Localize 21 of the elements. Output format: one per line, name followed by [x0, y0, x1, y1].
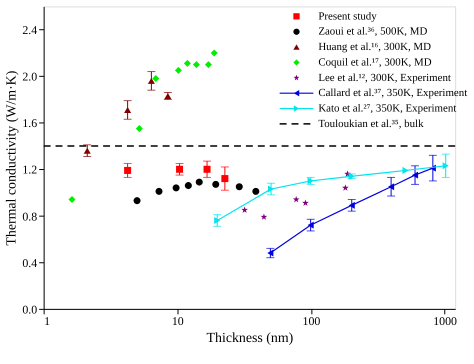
- y-tick-label: 0.8: [22, 209, 38, 224]
- y-tick-label: 2.0: [22, 70, 38, 84]
- x-tick-label: 100: [302, 314, 320, 328]
- legend-label: Zaoui et al.³⁶, 500K, MD: [318, 26, 428, 38]
- legend-label: Lee et al.¹², 300K, Experiment: [318, 72, 451, 84]
- x-axis-title: Thickness (nm): [206, 331, 294, 346]
- y-axis-title: Thermal conductivity (W/m·K): [4, 70, 20, 246]
- y-tick-label: 2.4: [22, 23, 38, 38]
- legend-label: Touloukian et al.³⁵, bulk: [318, 118, 424, 130]
- y-tick-label: 1.6: [22, 116, 38, 130]
- x-tick-label: 1000: [433, 314, 458, 328]
- y-tick-label: 0.4: [22, 256, 38, 270]
- legend-label: Kato et al.²⁷, 350K, Experiment: [318, 102, 456, 115]
- legend-label: Present study: [318, 10, 378, 22]
- y-tick-label: 1.2: [22, 162, 38, 177]
- x-tick-label: 1: [44, 314, 50, 328]
- legend-label: Coquil et al.¹⁷, 300K, MD: [318, 56, 432, 68]
- x-tick-label: 10: [172, 314, 184, 328]
- legend-label: Huang et al.¹⁶, 300K, MD: [318, 41, 432, 54]
- legend-label: Callard et al.³⁷, 350K, Experiment: [318, 87, 468, 100]
- y-tick-label: 0.0: [22, 302, 38, 316]
